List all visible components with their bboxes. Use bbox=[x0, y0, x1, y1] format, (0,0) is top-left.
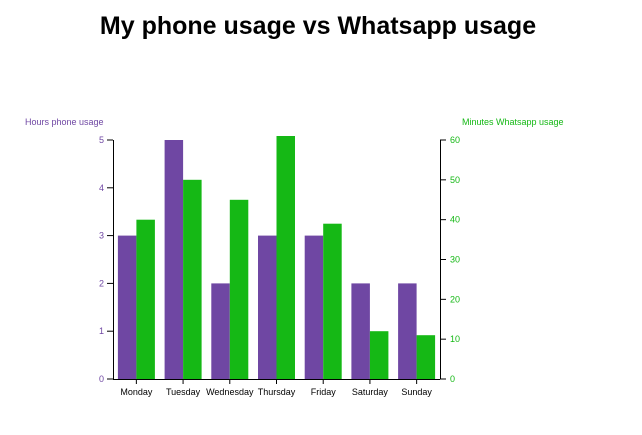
y-right-tick-label: 20 bbox=[450, 294, 460, 304]
bar-phone-tuesday bbox=[164, 140, 184, 379]
x-tick-label: Wednesday bbox=[206, 387, 254, 397]
bar-whatsapp-thursday bbox=[276, 136, 295, 379]
x-tick-label: Friday bbox=[311, 387, 337, 397]
y-left-tick-label: 0 bbox=[99, 374, 104, 384]
x-tick-label: Sunday bbox=[401, 387, 432, 397]
y-right-tick-label: 10 bbox=[450, 334, 460, 344]
y-right-tick-label: 30 bbox=[450, 255, 460, 265]
bar-phone-saturday bbox=[351, 283, 370, 379]
bar-phone-sunday bbox=[398, 283, 417, 379]
bar-phone-thursday bbox=[258, 235, 277, 379]
y-left-tick-label: 4 bbox=[99, 183, 104, 193]
y-right-axis: 0 10 20 30 40 50 60 bbox=[440, 135, 460, 384]
y-right-tick-label: 0 bbox=[450, 374, 455, 384]
bar-whatsapp-saturday bbox=[369, 331, 389, 379]
bar-whatsapp-monday bbox=[136, 219, 155, 379]
y-left-tick-label: 1 bbox=[99, 326, 104, 336]
x-axis: Monday Tuesday Wednesday Thursday Friday Satu… bbox=[113, 379, 440, 397]
y-right-tick-label: 40 bbox=[450, 215, 460, 225]
y-left-tick-label: 5 bbox=[99, 135, 104, 145]
bar-phone-friday bbox=[304, 235, 324, 379]
y-right-tick-label: 50 bbox=[450, 175, 460, 185]
x-tick-label: Tuesday bbox=[166, 387, 201, 397]
bar-whatsapp-tuesday bbox=[183, 179, 202, 379]
y-left-axis: 0 1 2 3 4 5 bbox=[99, 135, 114, 384]
y-left-tick-label: 3 bbox=[99, 231, 104, 241]
bar-whatsapp-wednesday bbox=[229, 199, 249, 380]
bar-phone-monday bbox=[117, 235, 137, 379]
x-tick-label: Monday bbox=[120, 387, 153, 397]
y-right-tick-label: 60 bbox=[450, 135, 460, 145]
y-left-axis-label: Hours phone usage bbox=[25, 117, 104, 127]
bars-layer bbox=[117, 136, 436, 380]
chart-title: My phone usage vs Whatsapp usage bbox=[99, 12, 537, 40]
x-tick-label: Thursday bbox=[258, 387, 296, 397]
y-left-tick-label: 2 bbox=[99, 278, 104, 288]
bar-whatsapp-sunday bbox=[416, 335, 436, 379]
y-right-axis-label: Minutes Whatsapp usage bbox=[462, 117, 564, 127]
bar-whatsapp-friday bbox=[323, 223, 342, 379]
bar-phone-wednesday bbox=[211, 283, 230, 379]
x-tick-label: Saturday bbox=[352, 387, 389, 397]
